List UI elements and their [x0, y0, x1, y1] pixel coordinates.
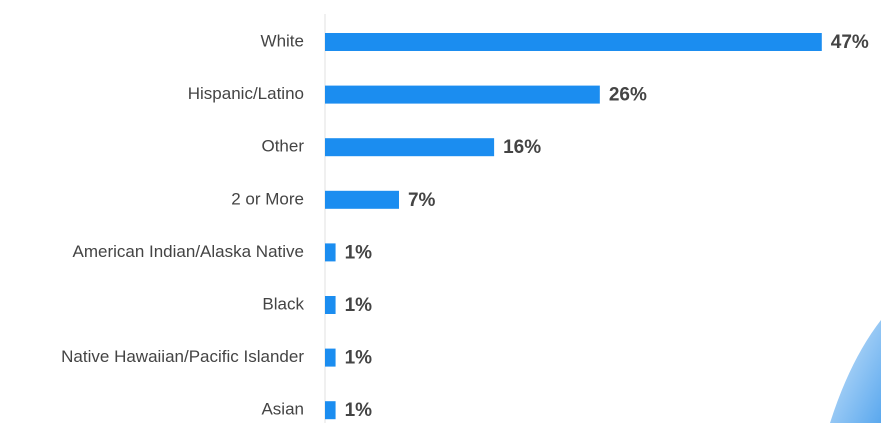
category-label: Black: [262, 294, 304, 313]
category-label: Native Hawaiian/Pacific Islander: [61, 347, 304, 366]
value-label: 16%: [503, 137, 541, 158]
value-label: 26%: [609, 85, 647, 106]
bar: [325, 190, 399, 209]
category-label: White: [261, 31, 304, 50]
bar: [325, 243, 336, 262]
value-label: 1%: [345, 348, 373, 369]
bar: [325, 348, 336, 367]
bar: [325, 296, 336, 314]
category-label: Asian: [261, 400, 304, 419]
category-label: 2 or More: [231, 189, 304, 208]
bar: [325, 33, 822, 51]
value-label: 47%: [831, 32, 869, 53]
value-label: 1%: [345, 242, 373, 263]
category-label: Hispanic/Latino: [188, 84, 304, 103]
bar: [325, 85, 600, 104]
value-label: 1%: [345, 295, 373, 316]
decoration: [830, 320, 881, 423]
category-label: Other: [261, 137, 304, 156]
bar: [325, 138, 495, 157]
value-label: 1%: [345, 400, 373, 421]
value-label: 7%: [408, 190, 436, 211]
bar: [325, 401, 336, 420]
category-label: American Indian/Alaska Native: [72, 242, 304, 261]
